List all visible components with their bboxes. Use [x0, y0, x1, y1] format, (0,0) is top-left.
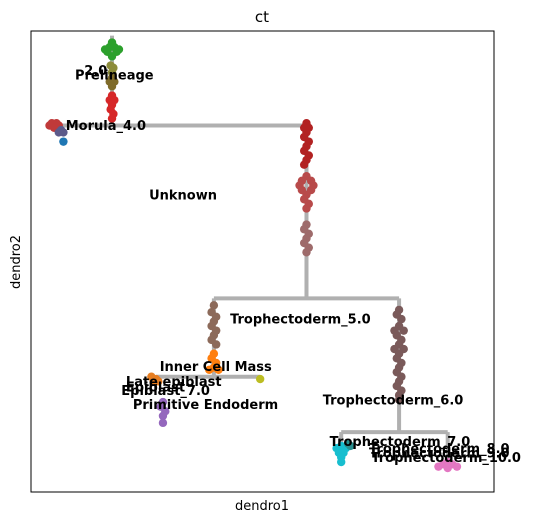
- cluster-label-8: Epiblast_7.0: [121, 384, 210, 399]
- point-0-6: [101, 45, 109, 53]
- point-9-6: [302, 248, 310, 256]
- chart-title: ct: [255, 8, 269, 26]
- point-6-0: [59, 137, 67, 145]
- point-10-8: [212, 340, 220, 348]
- y-axis-label: dendro2: [9, 235, 24, 289]
- point-15-5: [400, 326, 408, 334]
- x-axis-label: dendro1: [235, 499, 289, 514]
- cluster-label-14: Trophectoderm_10.0: [371, 451, 521, 466]
- point-0-7: [115, 45, 123, 53]
- point-12-0: [256, 375, 264, 383]
- cluster-label-9: Primitive Endoderm: [133, 398, 278, 413]
- cluster-label-2: Morula_4.0: [66, 119, 146, 134]
- point-14-4: [159, 419, 167, 427]
- cluster-label-5: Inner Cell Mass: [160, 360, 272, 375]
- point-7-10: [300, 160, 308, 168]
- point-4-4: [45, 121, 53, 129]
- cluster-label-4: Trophectoderm_5.0: [230, 313, 371, 328]
- point-0-5: [108, 52, 116, 60]
- plot-frame: [31, 31, 494, 492]
- point-8-10: [302, 204, 310, 212]
- point-16-6: [337, 458, 345, 466]
- cluster-label-10: Trophectoderm_6.0: [323, 393, 464, 408]
- cluster-label-3: Unknown: [149, 188, 217, 203]
- cluster-label-1: 2.0: [84, 64, 107, 79]
